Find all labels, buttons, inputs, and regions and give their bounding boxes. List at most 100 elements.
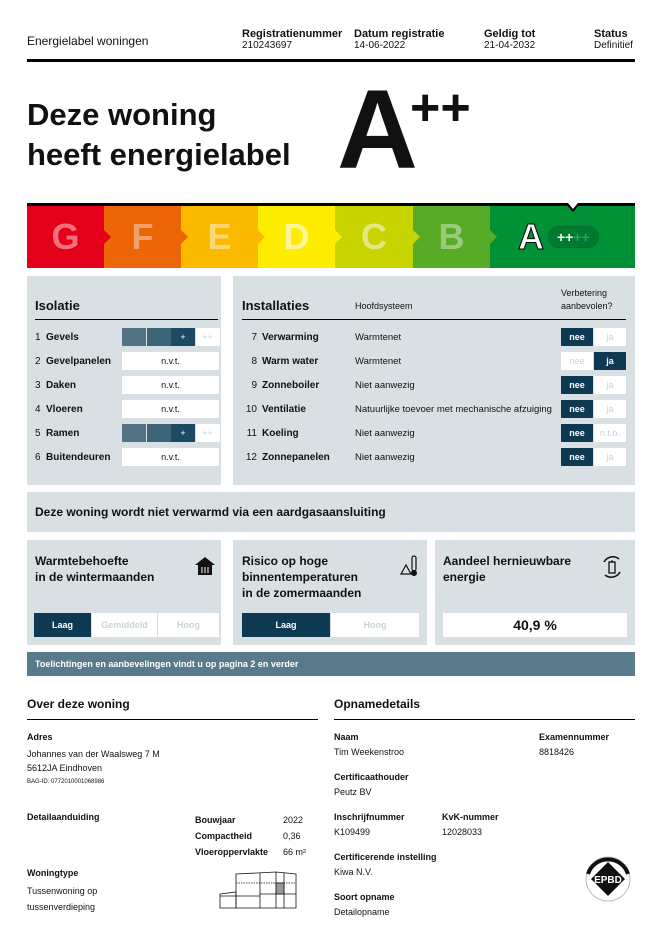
label: Geldig tot: [484, 28, 536, 40]
installaties-title: Installaties: [242, 298, 310, 313]
exam-value: 8818426: [539, 747, 575, 757]
warmtebehoefte-panel: Warmtebehoefte in de wintermaanden Laag G…: [27, 540, 221, 645]
row-name: Zonneboiler: [262, 379, 320, 391]
woning-title: Over deze woning: [27, 697, 130, 711]
inschrijf-label: Inschrijfnummer: [334, 812, 405, 822]
scale-letter: G: [51, 216, 80, 257]
isolatie-panel: Isolatie 1 Gevels + ++ 2 Gevelpanelen n.v.t. 3 D…: [27, 276, 221, 485]
value: 210243697: [242, 40, 293, 51]
building-type-icon: [219, 871, 297, 909]
insulation-level-cell: ++: [195, 424, 220, 442]
row-number: 8: [251, 355, 257, 367]
verbetering-ja: ja: [594, 376, 626, 394]
row-number: 7: [251, 331, 257, 343]
inst-value: Kiwa N.V.: [334, 867, 373, 877]
soort-value: Detailopname: [334, 907, 390, 917]
label: binnentemperaturen: [242, 570, 359, 584]
label: Datum registratie: [354, 28, 445, 40]
cert-value: Peutz BV: [334, 787, 372, 797]
info-bar-text: Toelichtingen en aanbevelingen vindt u o…: [35, 659, 299, 669]
a-plus-inactive: ++: [573, 229, 590, 245]
option-hoog: Hoog: [158, 613, 219, 637]
row-number: 11: [246, 427, 257, 439]
kvk-label: KvK-nummer: [442, 812, 499, 822]
row-name: Zonnepanelen: [262, 451, 330, 463]
hernieuwbaar-value: 40,9 %: [443, 613, 627, 637]
installatie-row: 10 Ventilatie: [242, 400, 306, 418]
scale-letter: A: [518, 216, 545, 258]
divider: [334, 719, 635, 720]
scale-letter: F: [131, 216, 154, 257]
row-number: 12: [245, 451, 257, 463]
isolatie-row-vloeren: 4 Vloeren: [35, 400, 83, 418]
hero-line-2: heeft energielabel: [27, 137, 291, 172]
info-bar: Toelichtingen en aanbevelingen vindt u o…: [27, 652, 635, 676]
epbd-logo-text: EPBD: [594, 875, 622, 886]
row-name: Ramen: [46, 427, 80, 439]
value: Definitief: [594, 40, 633, 51]
scale-class-C: C: [335, 206, 413, 268]
woningtype-line-2: tussenverdieping: [27, 902, 96, 912]
insulation-level-cell: ++: [195, 328, 220, 346]
row-name: Gevelpanelen: [46, 355, 112, 367]
value: 14-06-2022: [354, 40, 406, 51]
installatie-row: 12 Zonnepanelen: [242, 448, 330, 466]
label: energie: [443, 570, 486, 584]
naam-label: Naam: [334, 732, 359, 742]
exam-label: Examennummer: [539, 732, 610, 742]
row-name: Vloeren: [46, 403, 83, 415]
divider: [27, 59, 635, 62]
renewable-battery-icon: [603, 556, 621, 578]
row-name: Verwarming: [262, 331, 319, 343]
isolatie-row-buitendeuren: 6 Buitendeuren: [35, 448, 110, 466]
epbd-logo: EPBD: [585, 856, 631, 902]
divider: [35, 319, 218, 320]
verbetering-nee: nee: [561, 400, 593, 418]
insulation-level-cell: +: [171, 424, 195, 442]
energy-label-plus: ++: [410, 79, 471, 137]
installatie-row: 11 Koeling: [242, 424, 299, 442]
scale-arrow: [181, 230, 188, 244]
kvk-value: 12028033: [442, 827, 483, 837]
hoofdsysteem-value: Niet aanwezig: [355, 379, 415, 391]
insulation-value: n.v.t.: [122, 400, 219, 418]
hernieuwbaar-panel: Aandeel hernieuwbare energie 40,9 %: [435, 540, 635, 645]
verbetering-nee: nee: [561, 352, 593, 370]
row-name: Gevels: [46, 331, 79, 343]
bag-id: BAG-ID: 0772010001068986: [27, 779, 105, 785]
scale-class-G: G: [27, 206, 104, 268]
scale-arrow: [335, 230, 342, 244]
bouwjaar-label: Bouwjaar: [195, 815, 236, 825]
woningtype-line-1: Tussenwoning op: [27, 886, 98, 896]
row-name: Buitendeuren: [46, 451, 111, 463]
scale-class-F: F: [104, 206, 181, 268]
document-title: Energielabel woningen: [27, 34, 149, 48]
hoofdsysteem-value: Warmtenet: [355, 355, 402, 367]
row-number: 3: [35, 379, 41, 391]
row-number: 9: [251, 379, 257, 391]
gas-notice-text: Deze woning wordt niet verwarmd via een …: [35, 505, 386, 519]
adres-line-1: Johannes van der Waalsweg 7 M: [27, 749, 160, 759]
row-number: 10: [245, 403, 257, 415]
divider: [242, 319, 626, 320]
datum-registratie: Datum registratie 14-06-2022: [354, 28, 444, 51]
inschrijf-value: K109499: [334, 827, 371, 837]
current-label-pointer-inner: [568, 203, 578, 209]
scale-class-D: D: [258, 206, 335, 268]
verbetering-ja: n.t.b.: [594, 424, 626, 442]
verbetering-nee: nee: [561, 328, 593, 346]
a-plus-indicator: ++++: [548, 226, 599, 248]
isolatie-title: Isolatie: [35, 298, 80, 313]
risico-panel: Risico op hoge binnentemperaturen in de zo…: [233, 540, 427, 645]
scale-arrow: [490, 230, 497, 244]
row-name: Ventilatie: [262, 403, 306, 415]
label: in de zomermaanden: [242, 586, 362, 600]
scale-class-A: A ++++: [490, 206, 635, 268]
compactheid-label: Compactheid: [195, 831, 253, 841]
row-name: Warm water: [262, 355, 319, 367]
row-number: 2: [35, 355, 41, 367]
energy-label-big: A: [337, 67, 418, 192]
verbetering-header: Verbetering aanbevolen?: [561, 287, 613, 313]
insulation-level-cell: [122, 328, 146, 346]
a-plus-active: ++: [557, 229, 574, 245]
